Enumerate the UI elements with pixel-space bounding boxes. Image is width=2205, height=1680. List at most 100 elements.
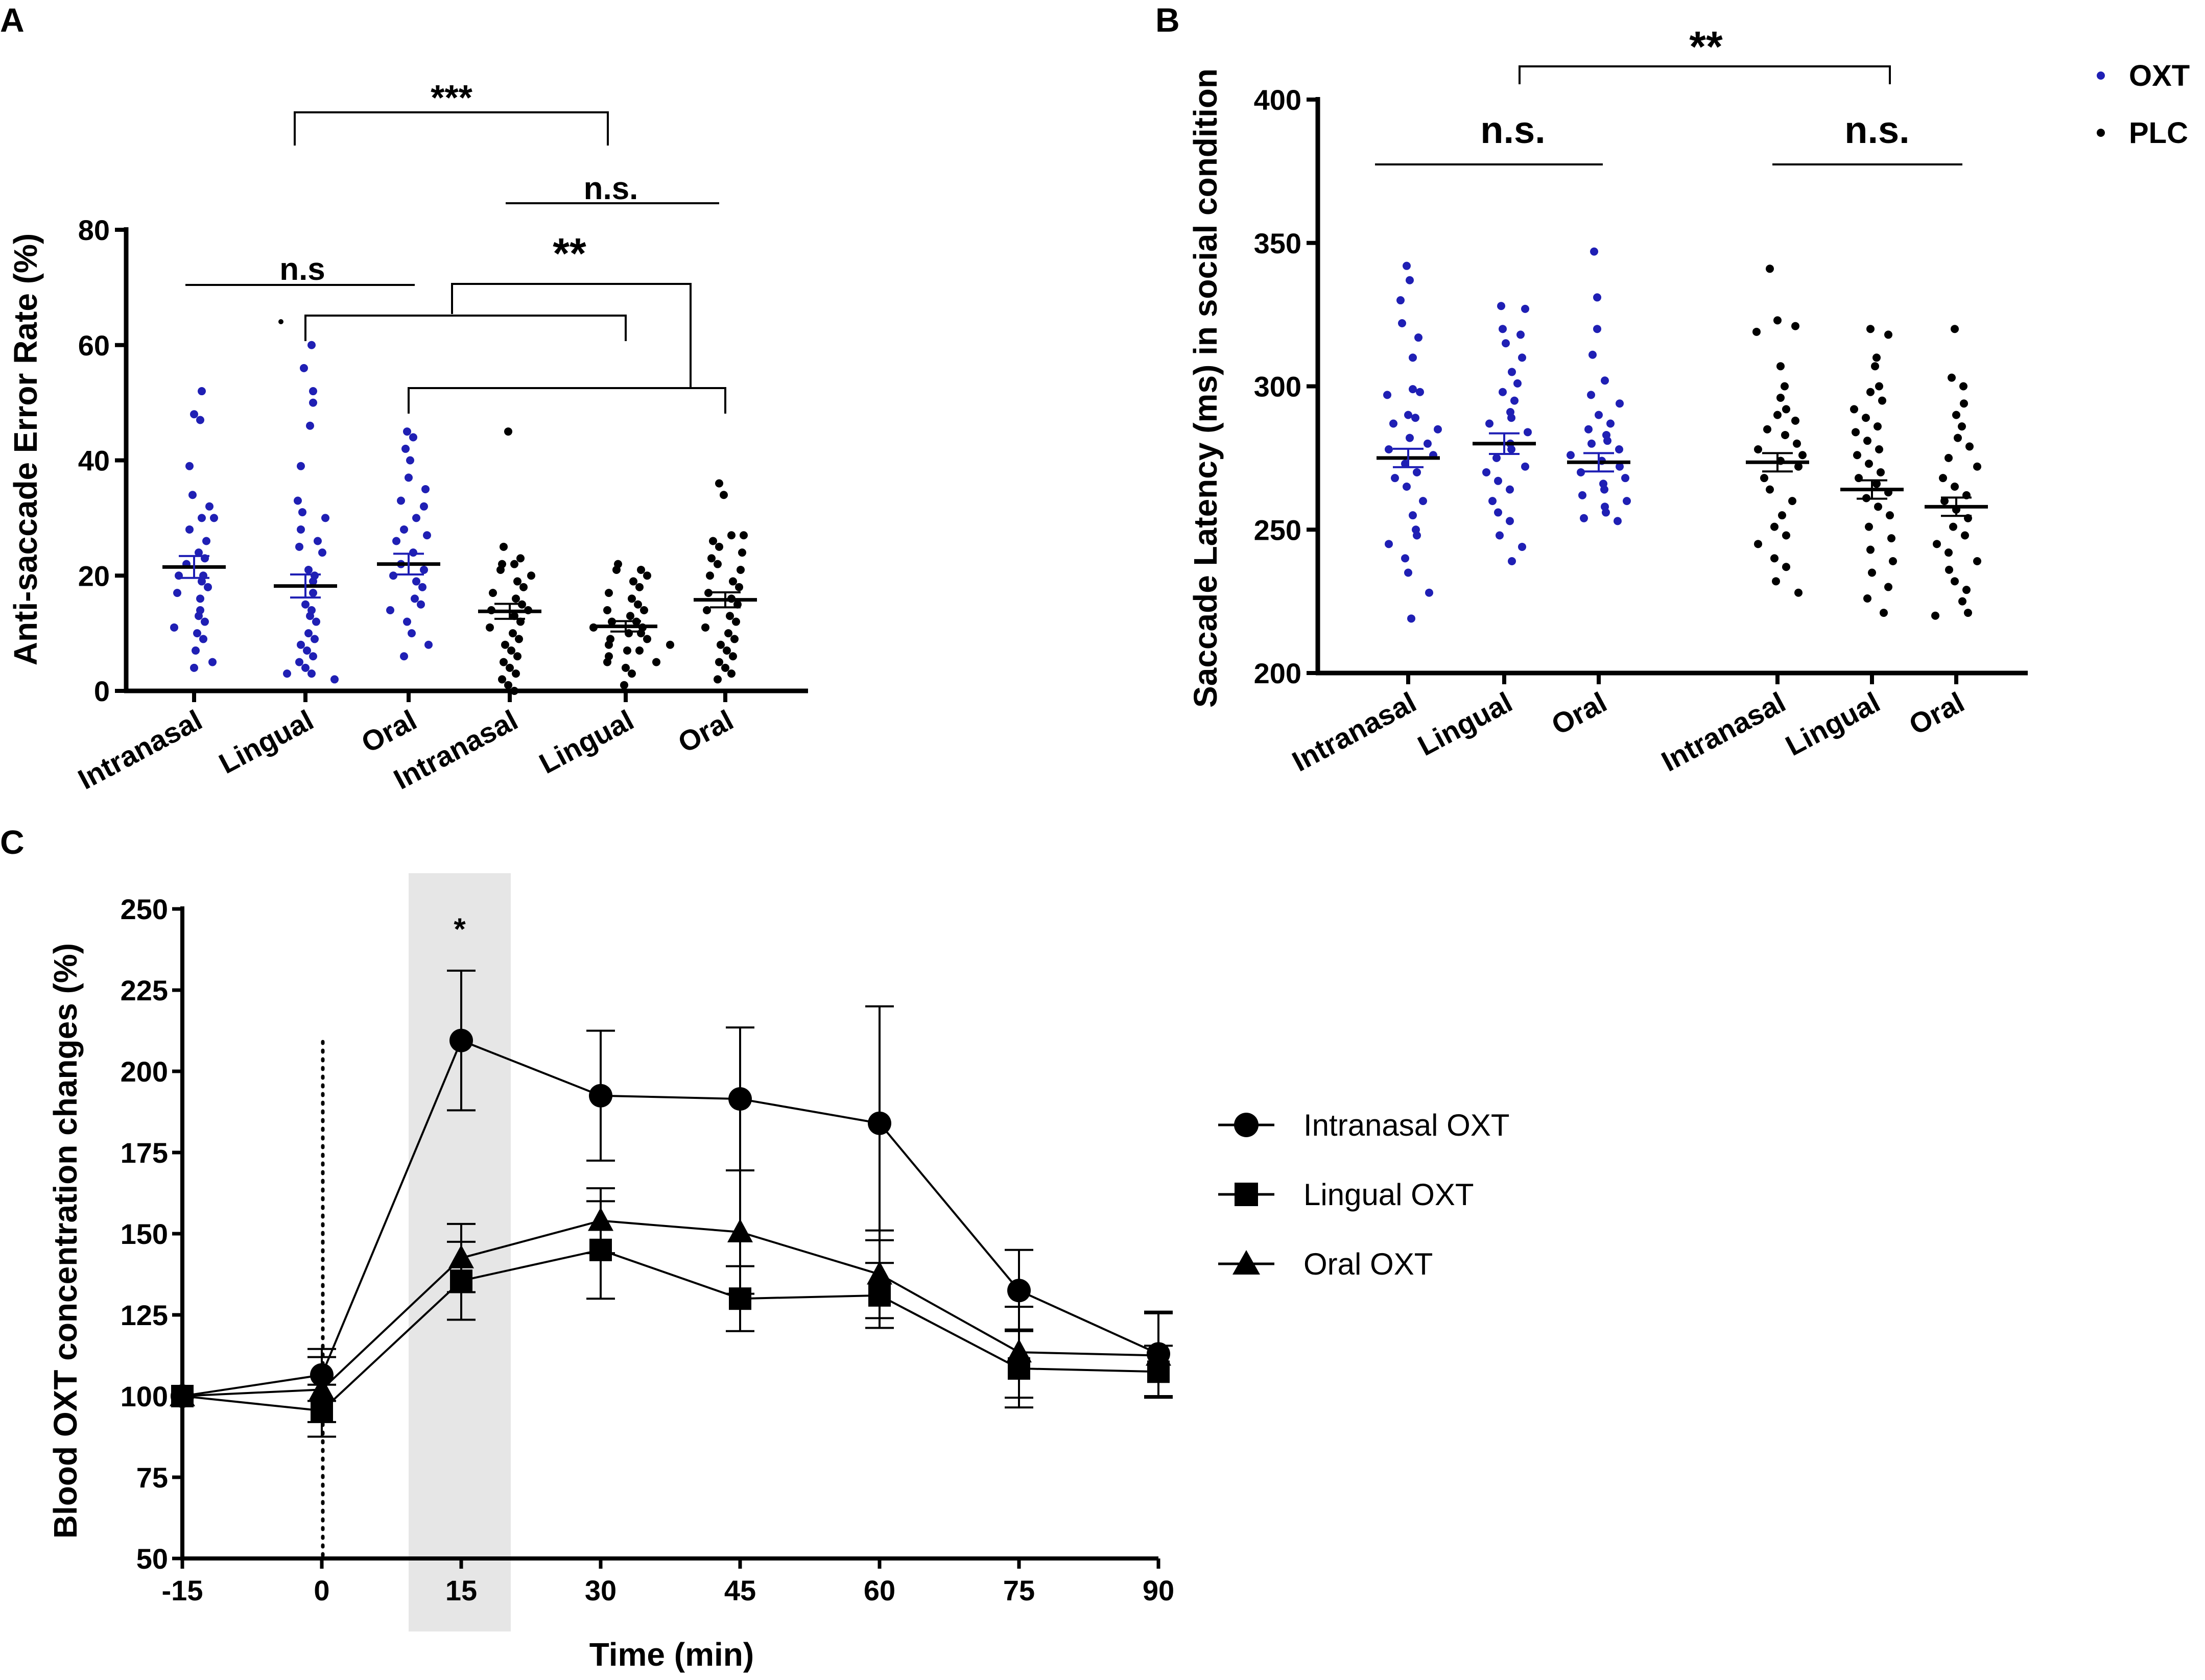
b-data-point [1413,531,1421,540]
panel-a-outlier-dot [278,319,283,324]
a-data-point [622,663,630,672]
a-data-point [417,600,425,609]
a-data-point [312,617,320,626]
c-y-tick-label: 225 [121,974,168,1006]
a-data-point [301,663,310,672]
b-data-point [1401,554,1409,563]
b-data-point [1508,557,1516,566]
b-data-point [1889,557,1897,566]
b-data-point [1880,609,1888,617]
b-data-point [1383,391,1391,399]
b-data-point [1414,333,1422,342]
b-data-point [1409,353,1417,362]
b-data-point [1794,588,1803,597]
c-marker-triangle [1146,1342,1171,1366]
b-data-point [1524,428,1532,437]
a-data-point [635,583,644,591]
a-data-point [406,456,414,465]
a-data-point [504,427,512,436]
b-data-point [1772,577,1780,586]
b-data-point [1954,434,1962,442]
panel-a-annotation-ns-plc: n.s. [584,171,638,206]
b-data-point [1508,368,1516,376]
b-data-point [1510,396,1519,405]
c-marker-square [450,1269,472,1292]
a-data-point [706,571,714,580]
a-category-label: Lingual [534,704,638,780]
c-x-tick-label: 0 [314,1574,329,1606]
c-y-tick-label: 175 [121,1137,168,1169]
b-data-point [1798,451,1807,460]
b-data-point [1776,393,1785,402]
a-data-point [309,652,317,661]
b-data-point [1760,474,1768,483]
a-data-point [300,364,308,372]
a-data-point [412,514,420,522]
a-data-point [400,652,408,661]
b-data-point [1788,497,1796,506]
a-data-point [198,577,206,586]
b-data-point [1506,517,1514,525]
a-data-point [603,606,611,614]
b-data-point [1404,411,1412,419]
c-marker-triangle [588,1207,613,1231]
b-data-point [1763,425,1771,434]
legend-oral-marker [1232,1250,1260,1275]
a-data-point [727,669,736,678]
a-data-point [195,612,203,620]
b-data-point [1492,453,1501,462]
panel-label-a: A [0,1,25,39]
b-data-point [1507,414,1515,422]
b-data-point [1578,491,1586,499]
a-data-point [527,571,535,580]
b-data-point [1973,462,1981,471]
b-data-point [1884,583,1892,591]
b-category-label: Intranasal [1656,686,1790,778]
b-data-point [1868,568,1876,577]
c-marker-triangle [170,1383,195,1406]
a-data-point [418,583,426,591]
a-data-point [409,548,417,557]
b-y-tick-label: 400 [1254,84,1301,116]
b-data-point [1875,445,1883,454]
a-data-point [709,537,717,545]
a-data-point [704,589,713,597]
a-data-point [199,635,207,643]
b-data-point [1940,497,1949,506]
a-data-point [297,525,305,534]
panel-a-brackets [185,111,726,414]
a-data-point [635,646,644,655]
a-data-point [703,606,711,614]
a-data-point [629,577,637,586]
b-data-point [1959,382,1967,391]
a-data-point [198,514,206,522]
a-data-point [513,577,521,586]
a-y-tick-label: 40 [78,445,110,477]
c-marker-circle [868,1111,891,1135]
b-data-point [1863,437,1871,445]
a-data-point [298,508,306,517]
legend-oxt-label: OXT [2129,59,2190,92]
b-data-point [1945,453,1953,462]
c-x-tick-label: 90 [1143,1574,1174,1606]
a-data-point [729,577,737,586]
a-y-tick-label: 0 [94,675,110,707]
c-y-tick-label: 125 [121,1299,168,1331]
b-data-point [1866,325,1875,333]
b-data-point [1587,391,1595,399]
b-data-point [1411,414,1419,422]
c-series-line-square [182,1249,1159,1412]
b-data-point [1949,522,1957,531]
b-data-point [1933,540,1941,548]
a-data-point [304,629,313,638]
panel-a-annotation-triple-star: *** [431,78,472,117]
panel-b-annotation-ns-plc: n.s. [1844,109,1909,151]
b-data-point [1850,405,1858,414]
a-data-point [489,589,497,597]
legend-lingual-label: Lingual OXT [1303,1178,1474,1212]
b-data-point [1602,508,1610,517]
c-marker-square [311,1399,333,1422]
b-category-label: Lingual [1780,686,1885,762]
a-data-point [208,658,217,666]
